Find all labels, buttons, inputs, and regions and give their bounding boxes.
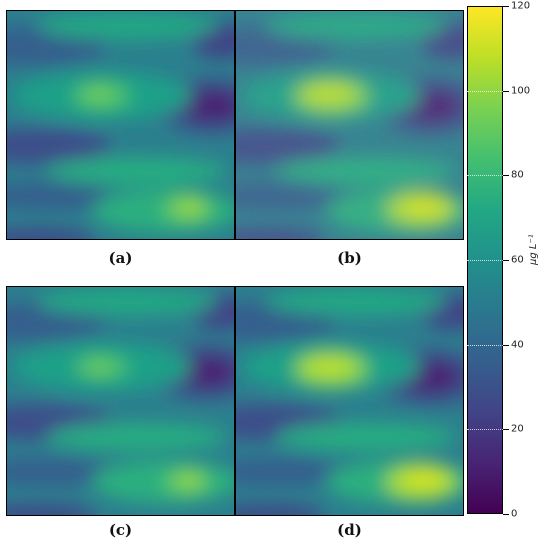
colorbar-tick-label: 20 [511,423,524,435]
panel-label-d: (d) [337,521,362,539]
colorbar-gridline [467,345,503,346]
colorbar-tick-mark [503,6,509,7]
heatmap-panel-b [235,10,464,240]
colorbar-tick-label: 80 [511,169,524,181]
colorbar-unit-label: μg L⁻¹ [528,234,539,265]
colorbar-tick-label: 0 [511,508,518,520]
colorbar-gridline [467,175,503,176]
panel-label-c: (c) [108,521,133,539]
colorbar-tick-label: 120 [511,0,531,12]
heatmap-panel-d [235,286,464,516]
colorbar-gridline [467,260,503,261]
colorbar-tick-mark [503,345,509,346]
colorbar-gridline [467,429,503,430]
colorbar-tick-mark [503,260,509,261]
colorbar-gridline [467,91,503,92]
colorbar-tick-mark [503,175,509,176]
colorbar-tick-label: 100 [511,85,531,97]
colorbar-tick-label: 60 [511,254,524,266]
panel-label-b: (b) [337,249,362,267]
colorbar-tick-mark [503,91,509,92]
colorbar-tick-mark [503,429,509,430]
heatmap-panel-a [6,10,235,240]
heatmap-panel-c [6,286,235,516]
colorbar-tick-label: 40 [511,339,524,351]
panel-label-a: (a) [108,249,133,267]
colorbar-tick-mark [503,514,509,515]
